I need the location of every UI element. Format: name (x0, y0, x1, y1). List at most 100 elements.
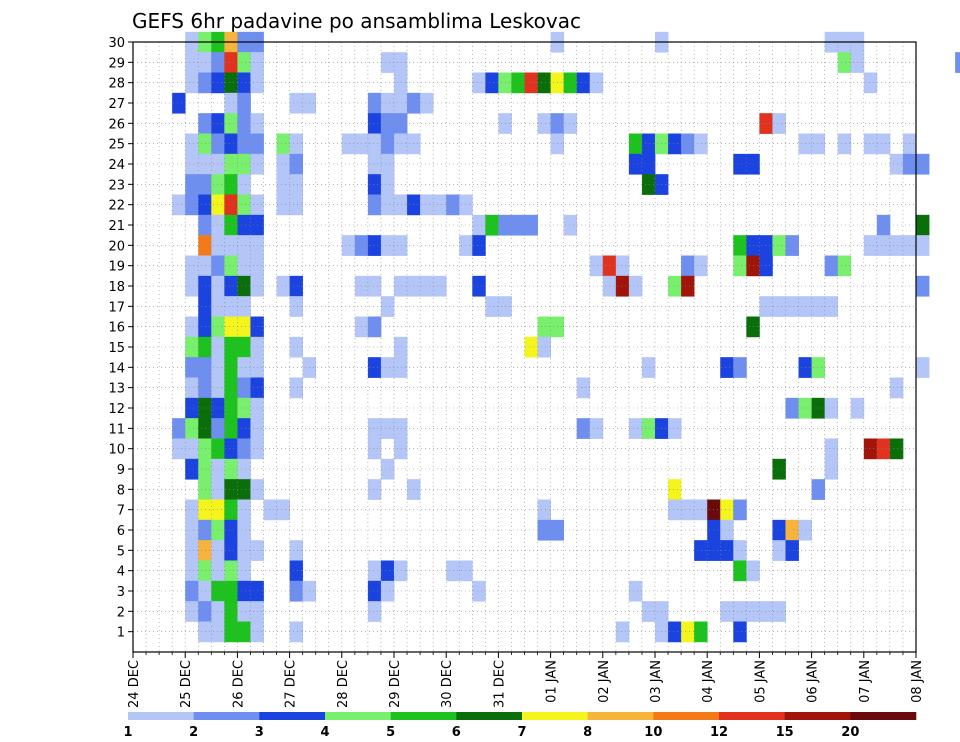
precip-cell (289, 580, 304, 602)
precip-cell (198, 458, 212, 480)
precip-cell (237, 316, 251, 338)
precip-cell (289, 560, 304, 582)
precip-cell (185, 255, 199, 277)
precip-cell (276, 194, 290, 216)
precip-cell (367, 113, 382, 134)
y-tick-label: 2 (117, 605, 125, 620)
y-tick-label: 9 (117, 463, 125, 478)
precip-cell (720, 540, 734, 561)
precip-cell (524, 72, 538, 94)
precip-cell (863, 438, 878, 460)
precip-cell (198, 52, 212, 73)
precip-cell (367, 479, 382, 500)
precip-cell (889, 377, 904, 399)
precip-cell (720, 357, 734, 378)
precip-cell (472, 214, 486, 236)
precip-cell (916, 275, 930, 297)
precip-cell (785, 397, 799, 419)
precip-cell (380, 194, 395, 216)
precip-cell (198, 174, 212, 195)
precip-cell (211, 621, 225, 643)
precip-cell (198, 316, 212, 338)
precip-cell (628, 153, 643, 175)
precip-cell (955, 52, 960, 73)
precip-cell (224, 72, 238, 94)
precip-cell (394, 113, 408, 134)
legend-swatch (456, 712, 523, 720)
precip-cell (772, 113, 786, 134)
precip-cell (485, 72, 499, 94)
legend-label: 8 (583, 725, 592, 740)
precip-cell (289, 621, 304, 643)
precip-cell (433, 275, 447, 297)
legend-swatch (390, 712, 457, 720)
y-tick-label: 28 (108, 77, 125, 92)
precip-cell (733, 601, 747, 622)
precip-cell (380, 296, 395, 317)
y-axis-ticks: 1234567891011121314151617181920212223242… (108, 36, 133, 641)
precip-cell (367, 133, 382, 155)
precip-cell (876, 235, 891, 256)
precip-cell (185, 336, 199, 358)
precip-cell (394, 52, 408, 73)
precip-cell (237, 601, 251, 622)
precip-cell (759, 296, 773, 317)
precip-cell (876, 214, 891, 236)
precip-cell (394, 275, 408, 297)
precip-cell (916, 214, 930, 236)
precip-cell (733, 621, 747, 643)
legend-swatch (128, 712, 194, 720)
precip-cell (720, 519, 734, 541)
precip-cell (211, 153, 225, 175)
precip-cell (211, 357, 225, 378)
precip-cell (289, 275, 304, 297)
legend-swatch (259, 712, 326, 720)
y-tick-label: 19 (108, 260, 125, 275)
precip-cell (824, 255, 839, 277)
x-tick-label: 30 DEC (440, 660, 455, 708)
precip-cell (733, 357, 747, 378)
precip-cell (211, 560, 225, 582)
precip-cell (237, 621, 251, 643)
precip-cell (524, 214, 538, 236)
precip-cell (198, 153, 212, 175)
precip-cell (641, 153, 656, 175)
precip-cell (172, 194, 186, 216)
precip-cell (367, 235, 382, 256)
precip-cell (198, 580, 212, 602)
precip-cell (289, 194, 304, 216)
precip-cell (237, 397, 251, 419)
precip-cell (198, 72, 212, 94)
precip-cell (380, 357, 395, 378)
precip-cell (668, 275, 682, 297)
precip-cell (641, 601, 656, 622)
precip-cell (276, 133, 290, 155)
precip-cell (380, 92, 395, 114)
x-tick-label: 05 JAN (753, 660, 768, 703)
precip-cell (537, 316, 551, 338)
precip-cell (237, 560, 251, 582)
precip-cell (185, 601, 199, 622)
precip-cell (733, 153, 747, 175)
precip-cell (237, 113, 251, 134)
precip-cell (380, 235, 395, 256)
precip-cell (237, 580, 251, 602)
precip-cell (224, 580, 238, 602)
precip-cell (289, 540, 304, 561)
precip-cell (224, 377, 238, 399)
precip-cell (185, 357, 199, 378)
gridlines (133, 41, 916, 652)
precip-cell (367, 357, 382, 378)
precip-cell (198, 255, 212, 277)
precip-cell (641, 418, 656, 439)
precip-cell (224, 438, 238, 460)
precip-cell (589, 72, 604, 94)
legend-swatch (193, 712, 260, 720)
y-tick-label: 21 (108, 219, 125, 234)
precip-cell (837, 52, 852, 73)
precip-cell (863, 235, 878, 256)
precip-cell (237, 153, 251, 175)
precip-cell (224, 601, 238, 622)
precip-cell (367, 275, 382, 297)
precip-cell (733, 499, 747, 521)
